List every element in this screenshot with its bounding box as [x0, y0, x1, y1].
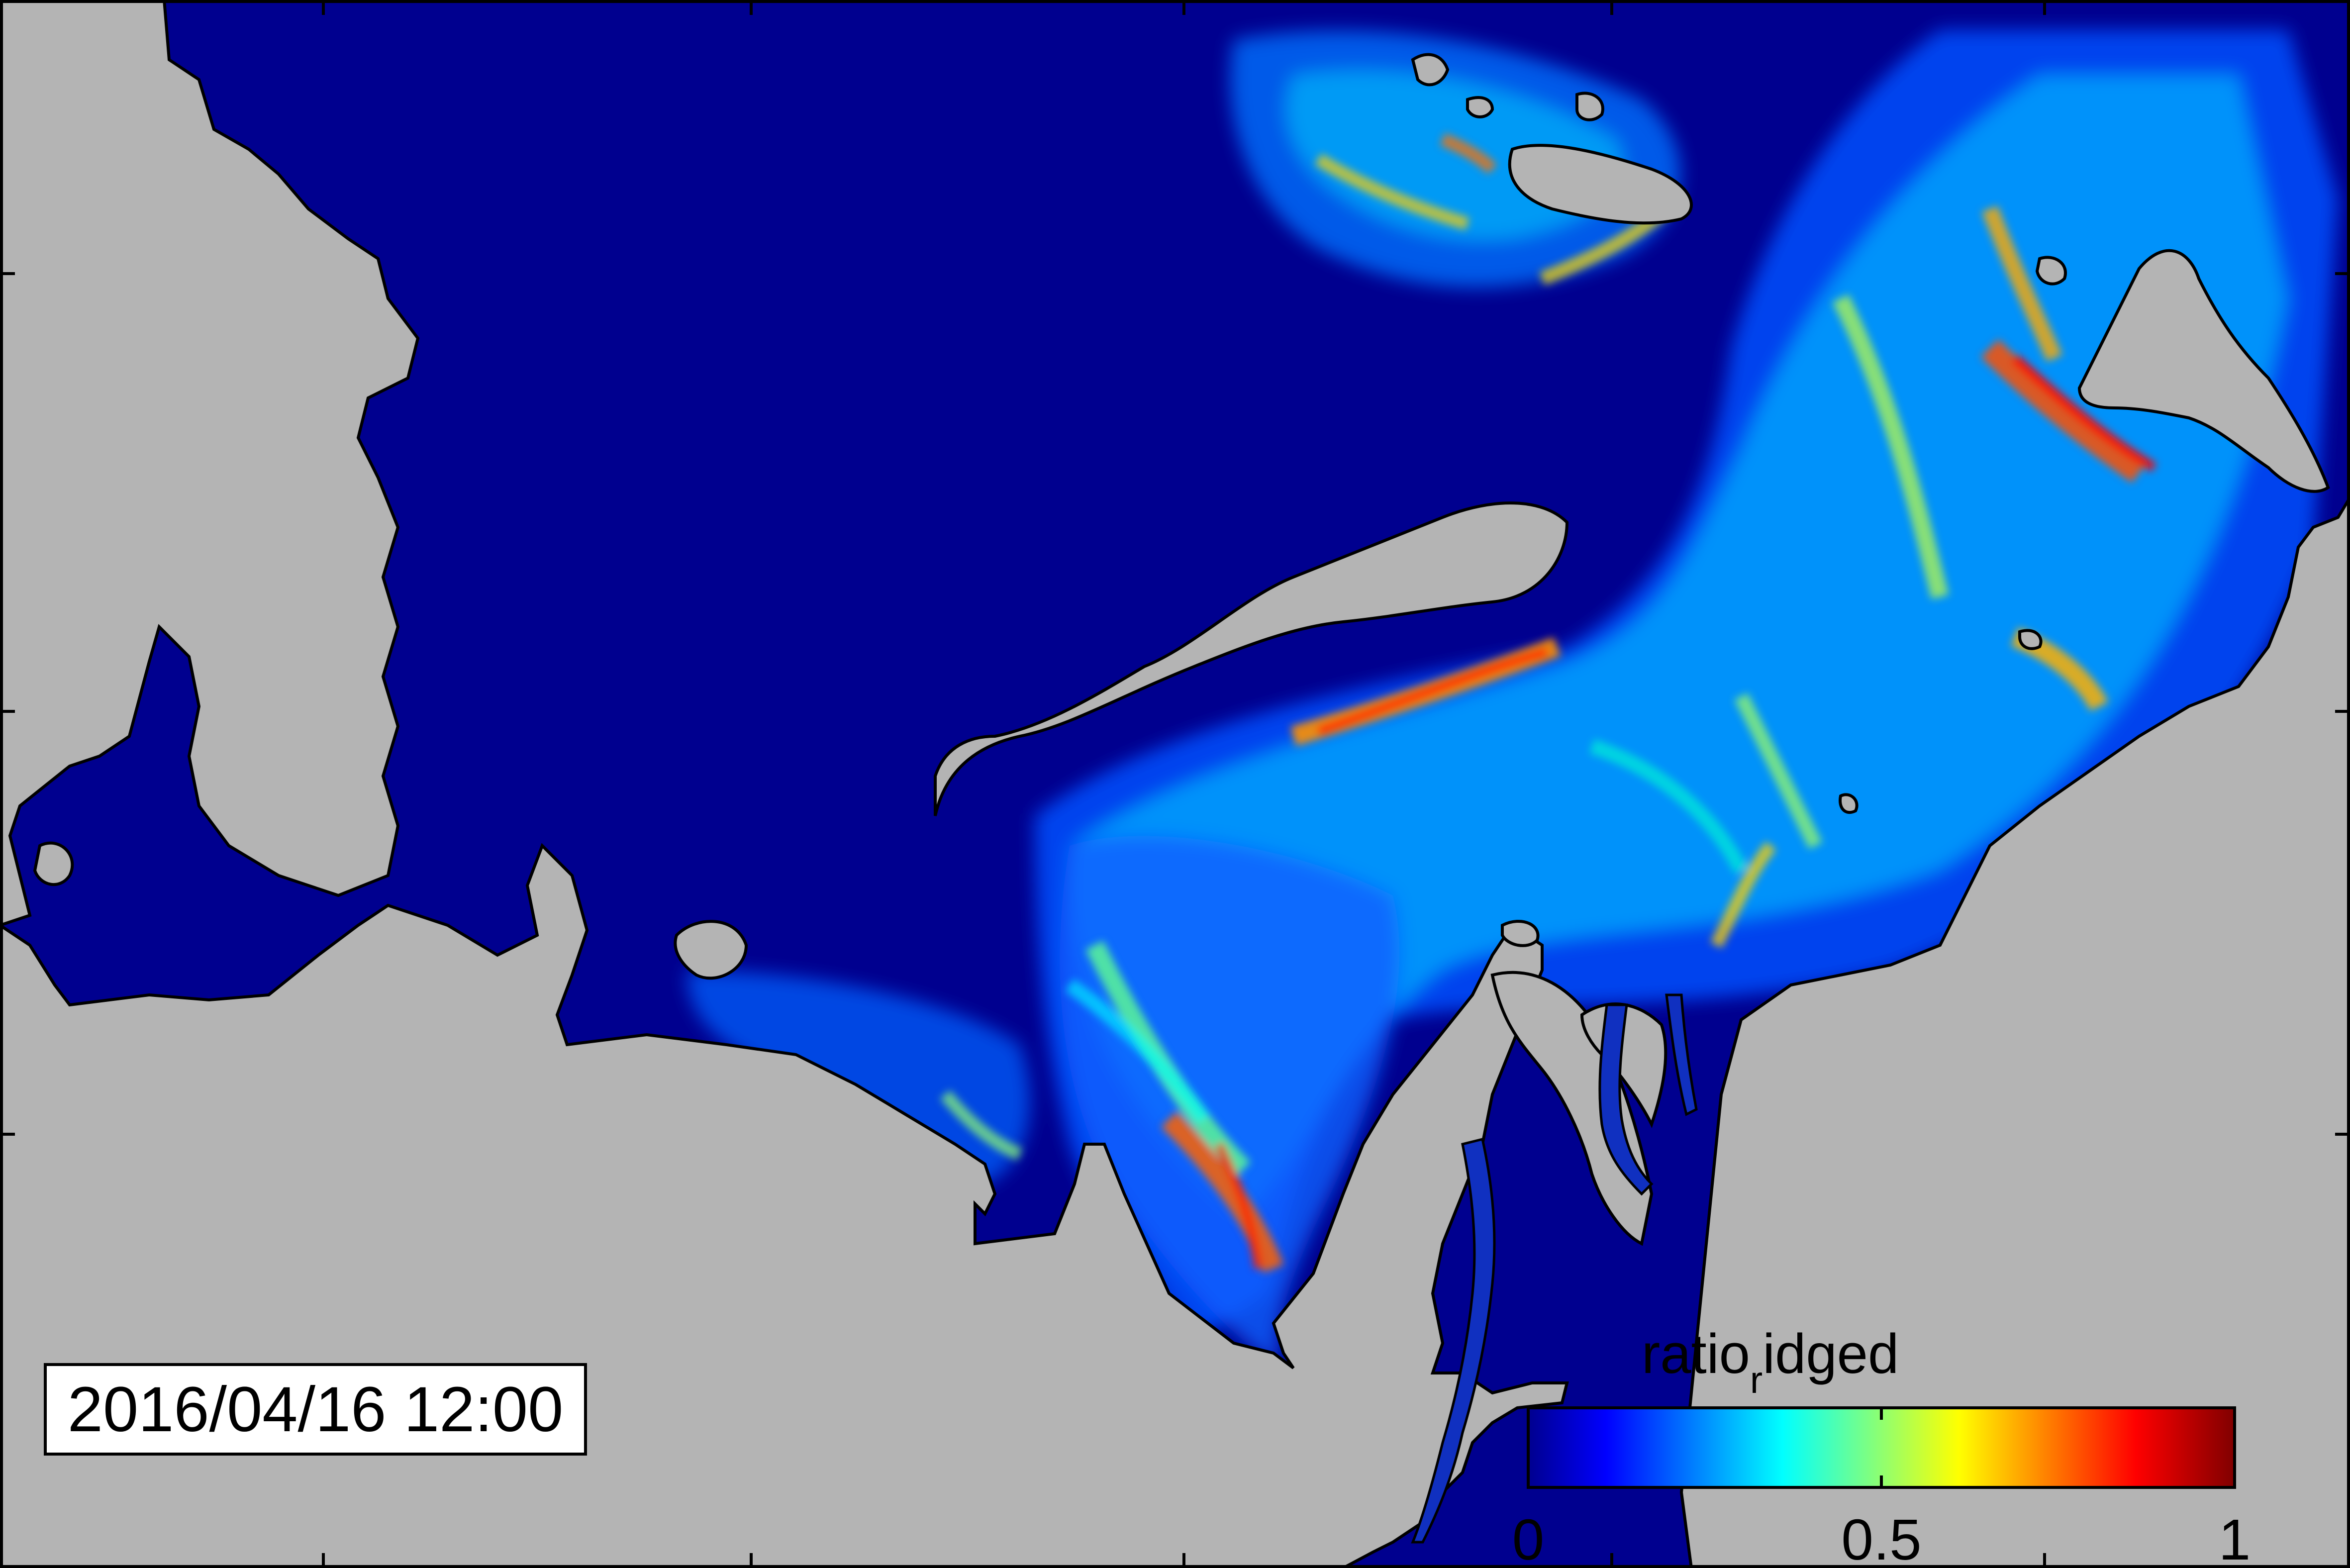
colorbar-tick-label: 0 — [1512, 1507, 1545, 1568]
land-island-south-1 — [674, 920, 748, 980]
land-west — [0, 0, 420, 927]
colorbar-ticks: 0 0.5 1 — [1512, 1408, 2251, 1568]
river-channels — [1411, 993, 1698, 1544]
land-island-north-3 — [1466, 96, 1494, 118]
colorbar-title-sub: r — [1750, 1359, 1762, 1401]
colorbar: 0 0.5 1 ratioridged — [1512, 1323, 2251, 1568]
land-island-east-1 — [2035, 256, 2067, 286]
land-south-east — [1490, 971, 1654, 1246]
colorbar-title-rest: idged — [1762, 1323, 1899, 1385]
ridged-ice-highlights — [940, 133, 2157, 1273]
colorbar-tick-label: 0.5 — [1841, 1507, 1921, 1568]
land-west-inner — [33, 841, 74, 886]
colorbar-title: ratioridged — [1642, 1323, 1899, 1401]
land-island-north-4 — [1575, 92, 1604, 121]
land-island-east-2 — [2018, 629, 2043, 650]
timestamp-text: 2016/04/16 12:00 — [67, 1373, 564, 1445]
land-island-south-2 — [1501, 920, 1540, 947]
land-island-east-3 — [1839, 793, 1859, 814]
land-island-north-1 — [1411, 53, 1450, 87]
timestamp-label: 2016/04/16 12:00 — [44, 1363, 587, 1456]
land-east-peninsula — [2077, 249, 2330, 493]
colorbar-title-main: ratio — [1642, 1323, 1750, 1385]
land-peninsula-east — [934, 501, 1569, 816]
land-island-north-2 — [1508, 144, 1693, 225]
land-east — [1679, 0, 2350, 1568]
colorbar-gradient — [1527, 1406, 2236, 1489]
colorbar-tick-label: 1 — [2219, 1507, 2251, 1568]
